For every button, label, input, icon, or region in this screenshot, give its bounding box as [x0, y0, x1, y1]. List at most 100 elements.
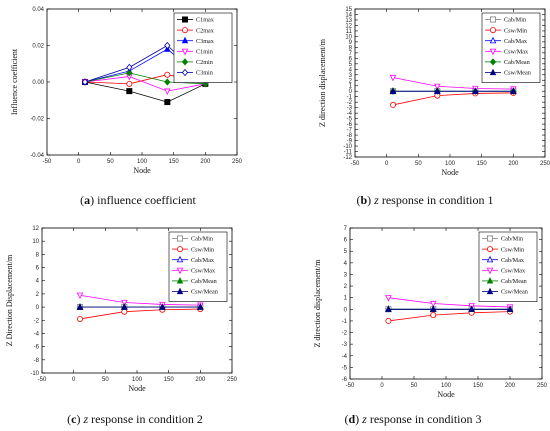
x-tick-label: 150 [477, 161, 488, 167]
y-tick-label: 14 [345, 12, 352, 18]
data-point [126, 63, 133, 72]
y-tick-label: -1 [342, 319, 348, 325]
x-tick-label: 100 [137, 159, 148, 165]
legend-swatch-marker [489, 68, 497, 76]
y-tick-label: -4 [342, 354, 348, 360]
y-tick-label: -0.04 [30, 153, 44, 159]
y-tick-label: -4 [347, 111, 353, 117]
legend-entry: Cab/Min [501, 236, 523, 243]
x-tick-label: 250 [537, 383, 548, 389]
data-point [389, 74, 397, 82]
x-tick-label: -50 [43, 159, 52, 165]
legend-box [478, 231, 538, 302]
y-tick-label: -4 [34, 331, 40, 337]
y-tick-label: -5 [342, 365, 348, 371]
legend-entry: Cab/Max [504, 38, 528, 45]
legend-swatch-marker [489, 36, 497, 44]
legend-swatch-marker [486, 246, 493, 253]
data-point [430, 312, 437, 319]
legend-swatch-marker [181, 16, 188, 23]
legend-entry: Csw/Mean [504, 70, 531, 77]
series-line [79, 308, 201, 320]
y-tick-label: -10 [343, 144, 352, 150]
legend-entry: Csw/Mean [501, 289, 528, 296]
y-tick-label: 4 [36, 279, 40, 285]
x-tick-label: 50 [411, 383, 418, 389]
data-point [77, 315, 84, 322]
legend-box [481, 12, 541, 83]
y-tick-label: -6 [347, 122, 353, 128]
y-tick-label: 0.00 [32, 80, 44, 86]
y-tick-label: 7 [344, 226, 348, 232]
x-tick-label: 250 [540, 161, 550, 167]
legend-swatch-marker [176, 246, 183, 253]
y-tick-label: 15 [345, 7, 352, 13]
y-tick-label: 4 [349, 67, 353, 73]
x-axis-label: Node [133, 166, 151, 175]
data-point [164, 99, 171, 106]
data-point [121, 308, 128, 315]
data-point [468, 305, 475, 312]
legend: Cab/Min Csw/Min Cab/Max Csw/Max Cab/Mean Csw/… [168, 231, 228, 302]
data-point [197, 303, 204, 310]
y-tick-label: 10 [345, 34, 352, 40]
legend-swatch-marker [181, 58, 189, 66]
legend-swatch-marker [176, 235, 183, 242]
legend-entry: Csw/Min [191, 246, 214, 253]
chart-panel-a: -50 0 50 100 150 200 250 -0.04 -0.02 0.00 0.02 0.04… [10, 7, 243, 175]
y-tick-label: 3 [344, 272, 348, 278]
y-tick-label: 3 [349, 73, 353, 79]
data-point [164, 41, 171, 50]
x-tick-label: 200 [200, 159, 211, 165]
data-point [429, 305, 437, 312]
y-axis-label: Z direction displacement/m [313, 259, 322, 348]
legend-entry: C1max [196, 17, 215, 24]
x-tick-label: 250 [227, 377, 238, 383]
y-tick-label: -6 [342, 377, 348, 383]
data-point [429, 300, 437, 308]
legend-entry: Cab/Min [504, 17, 526, 24]
y-tick-label: 10 [32, 239, 39, 245]
x-tick-label: 200 [508, 161, 519, 167]
series-line [84, 81, 206, 103]
legend-swatch-marker [489, 48, 497, 56]
y-tick-label: 11 [346, 29, 353, 35]
series-csw-mean [385, 305, 514, 312]
y-tick-label: 2 [36, 292, 40, 298]
series-line [84, 76, 206, 92]
series-line [388, 297, 511, 308]
y-axis-label: Influence coefficient [10, 48, 19, 115]
data-point [385, 295, 392, 302]
x-tick-label: 150 [473, 383, 484, 389]
x-tick-label: 200 [195, 377, 206, 383]
data-point [164, 78, 171, 86]
y-tick-label: 2 [349, 78, 353, 84]
y-tick-label: -7 [347, 128, 353, 134]
legend-swatch-marker [181, 27, 188, 34]
series-csw-min [385, 308, 513, 324]
data-point [510, 87, 517, 94]
y-tick-label: 7 [349, 51, 353, 57]
legend-entry: Cab/Mean [504, 59, 530, 66]
y-axis-label: Z direction displacement/m [318, 38, 327, 127]
legend-swatch-marker [181, 36, 189, 44]
data-point [126, 69, 133, 77]
legend-swatch-marker [176, 255, 184, 263]
caption-b: (b) z response in condition 1 [356, 193, 494, 207]
y-tick-label: 5 [349, 62, 353, 68]
legend-entry: Csw/Min [501, 246, 524, 253]
y-tick-label: 6 [349, 56, 353, 62]
legend-entry: Csw/Min [504, 27, 527, 34]
y-tick-label: -3 [342, 342, 348, 348]
series-line [392, 92, 514, 106]
legend-entry: C2max [196, 27, 215, 34]
series-csw-mean [389, 87, 517, 94]
data-point [121, 299, 128, 307]
legend-swatch-marker [176, 287, 184, 295]
y-tick-label: 9 [349, 40, 353, 46]
series-line [84, 72, 206, 85]
y-tick-label: 2 [344, 284, 348, 290]
legend-swatch-marker [486, 277, 494, 284]
legend-swatch-marker [486, 235, 493, 242]
